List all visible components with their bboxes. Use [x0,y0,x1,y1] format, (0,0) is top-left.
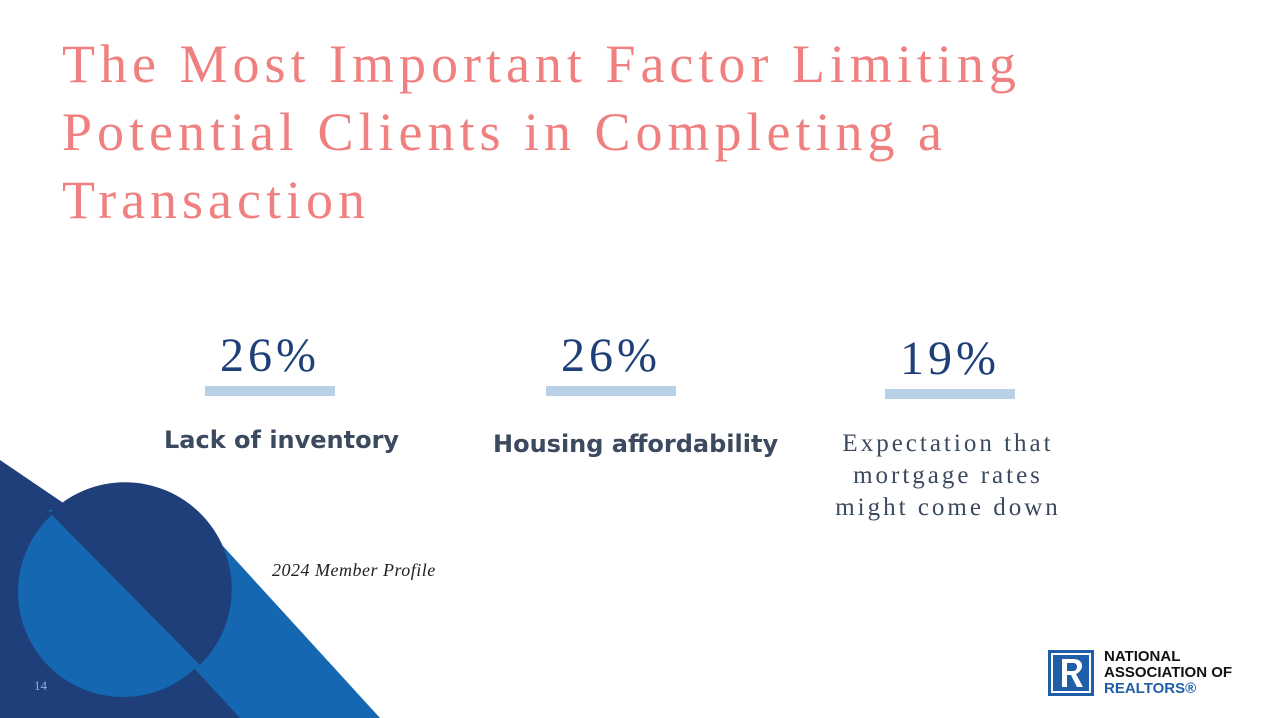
logo-line-1: NATIONAL [1104,648,1181,665]
stat-value: 19% [900,332,1000,385]
circle-overlap-shape [50,482,232,665]
stat-label-inventory: Lack of inventory [164,426,400,454]
title-line-2: Potential Clients in Completing a [62,102,947,162]
stat-mortgage-rates: 19% [885,333,1015,399]
title-line-3: Transaction [62,170,370,230]
stat-label-affordability: Housing affordability [493,430,779,458]
stat-value: 26% [220,329,320,382]
title-line-1: The Most Important Factor Limiting [62,34,1021,94]
stat-value: 26% [561,329,661,382]
stat-underline [885,389,1015,399]
slide-title: The Most Important Factor Limiting Poten… [62,30,1162,234]
stat-inventory: 26% [205,330,335,396]
logo-wordmark: NATIONAL ASSOCIATION OF REALTORS® [1104,649,1232,697]
source-note: 2024 Member Profile [272,560,436,580]
realtor-r-logo-icon [1048,650,1094,696]
logo-line-3: REALTORS® [1104,680,1197,697]
stat-underline [546,386,676,396]
stat-affordability: 26% [546,330,676,396]
logo-line-2: ASSOCIATION OF [1104,664,1233,681]
stat-label-mortgage-rates: Expectation that mortgage rates might co… [835,430,1061,521]
nar-logo: NATIONAL ASSOCIATION OF REALTORS® [1048,649,1232,697]
page-number: 14 [34,678,47,693]
stat-underline [205,386,335,396]
